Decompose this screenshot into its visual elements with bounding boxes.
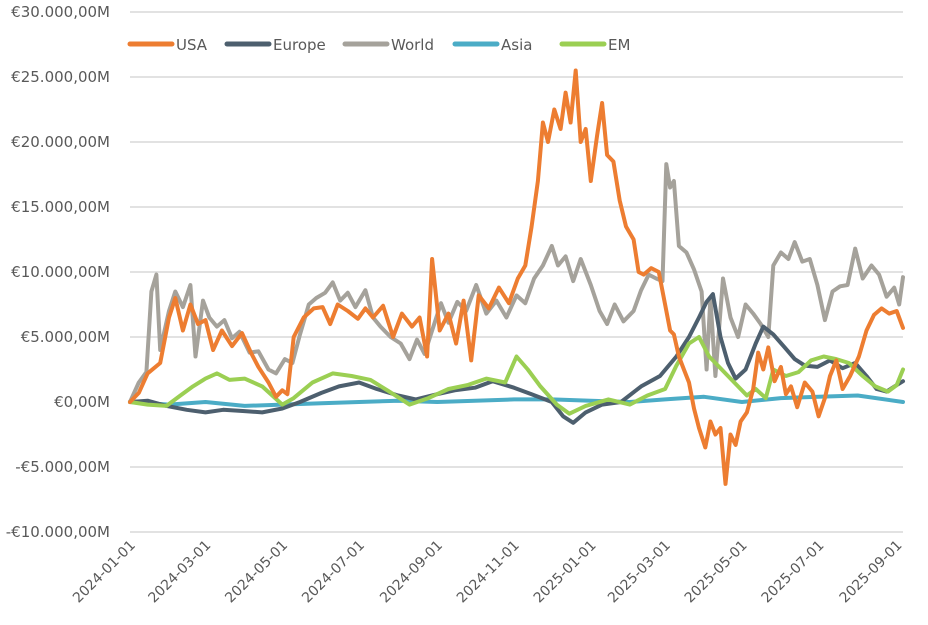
y-tick-label: €25.000,00M <box>11 68 110 86</box>
x-axis-tick-labels: 2024-01-01 2024-03-01 2024-05-01 2024-07-01… <box>70 538 906 607</box>
x-tick-label: 2025-05-01 <box>682 538 751 607</box>
y-tick-label: €20.000,00M <box>11 133 110 151</box>
y-tick-label: €10.000,00M <box>11 263 110 281</box>
legend-label-europe: Europe <box>273 36 326 54</box>
x-tick-label: 2025-07-01 <box>759 538 828 607</box>
series-line-usa <box>128 68 905 486</box>
y-tick-label: €15.000,00M <box>11 198 110 216</box>
gridlines <box>130 11 903 533</box>
x-tick-label: 2024-11-01 <box>454 538 523 607</box>
legend: USA Europe World Asia EM <box>127 36 630 54</box>
x-tick-label: 2024-01-01 <box>70 538 139 607</box>
legend-label-usa: USA <box>176 36 208 54</box>
legend-label-asia: Asia <box>501 36 532 54</box>
legend-label-em: EM <box>608 36 630 54</box>
y-axis-tick-labels: €30.000,00M €25.000,00M €20.000,00M €15.000… <box>6 3 110 541</box>
y-tick-label: €30.000,00M <box>11 3 110 21</box>
y-tick-label: -€5.000,00M <box>15 458 110 476</box>
x-tick-label: 2024-03-01 <box>146 538 215 607</box>
x-tick-label: 2025-01-01 <box>531 538 600 607</box>
x-tick-label: 2024-05-01 <box>222 538 291 607</box>
x-tick-label: 2025-03-01 <box>605 538 674 607</box>
series-lines <box>128 68 905 486</box>
series-line-asia <box>128 393 905 408</box>
series-line-em <box>128 335 905 416</box>
x-tick-label: 2024-09-01 <box>377 538 446 607</box>
x-tick-label: 2024-07-01 <box>299 538 368 607</box>
y-tick-label: €5.000,00M <box>21 328 110 346</box>
y-tick-label: €0,00M <box>54 393 110 411</box>
x-tick-label: 2025-09-01 <box>837 538 906 607</box>
legend-label-world: World <box>391 36 434 54</box>
y-tick-label: -€10.000,00M <box>6 523 110 541</box>
